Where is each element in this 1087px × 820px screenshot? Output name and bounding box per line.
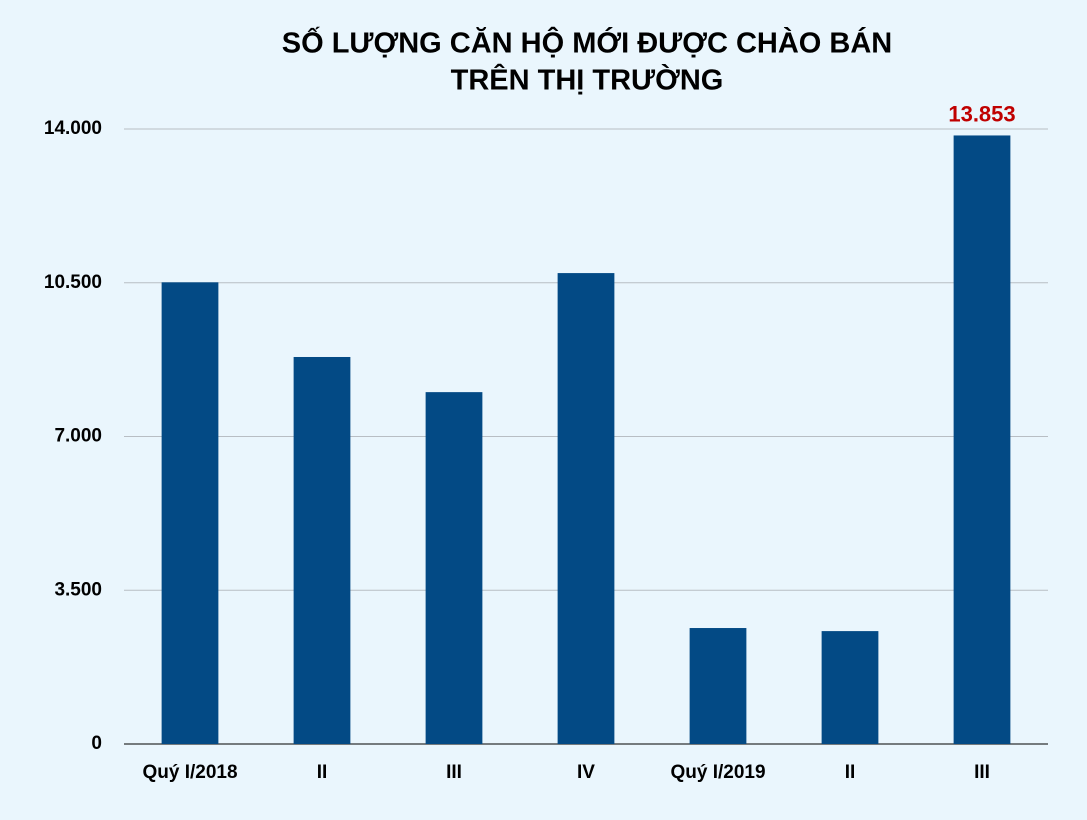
- y-tick-label: 10.500: [44, 272, 102, 293]
- bar: [821, 631, 879, 744]
- x-tick-label: II: [317, 762, 328, 783]
- y-tick-label: 7.000: [54, 426, 102, 447]
- x-tick-label: II: [845, 762, 856, 783]
- bar: [953, 135, 1011, 744]
- x-tick-label: Quý I/2018: [142, 762, 237, 783]
- x-tick-label: III: [974, 762, 990, 783]
- x-tick-label: IV: [577, 762, 595, 783]
- bar: [161, 282, 219, 744]
- chart-title: TRÊN THỊ TRƯỜNG: [451, 63, 724, 97]
- bar: [557, 273, 615, 744]
- value-label: 13.853: [948, 101, 1015, 126]
- x-tick-label: Quý I/2019: [670, 762, 765, 783]
- y-tick-label: 0: [91, 733, 102, 754]
- bar: [689, 628, 747, 744]
- y-tick-label: 3.500: [54, 579, 102, 600]
- bar: [425, 392, 483, 744]
- x-tick-label: III: [446, 762, 462, 783]
- bar: [293, 356, 351, 744]
- chart-title: SỐ LƯỢNG CĂN HỘ MỚI ĐƯỢC CHÀO BÁN: [282, 26, 893, 60]
- y-tick-label: 14.000: [44, 118, 102, 139]
